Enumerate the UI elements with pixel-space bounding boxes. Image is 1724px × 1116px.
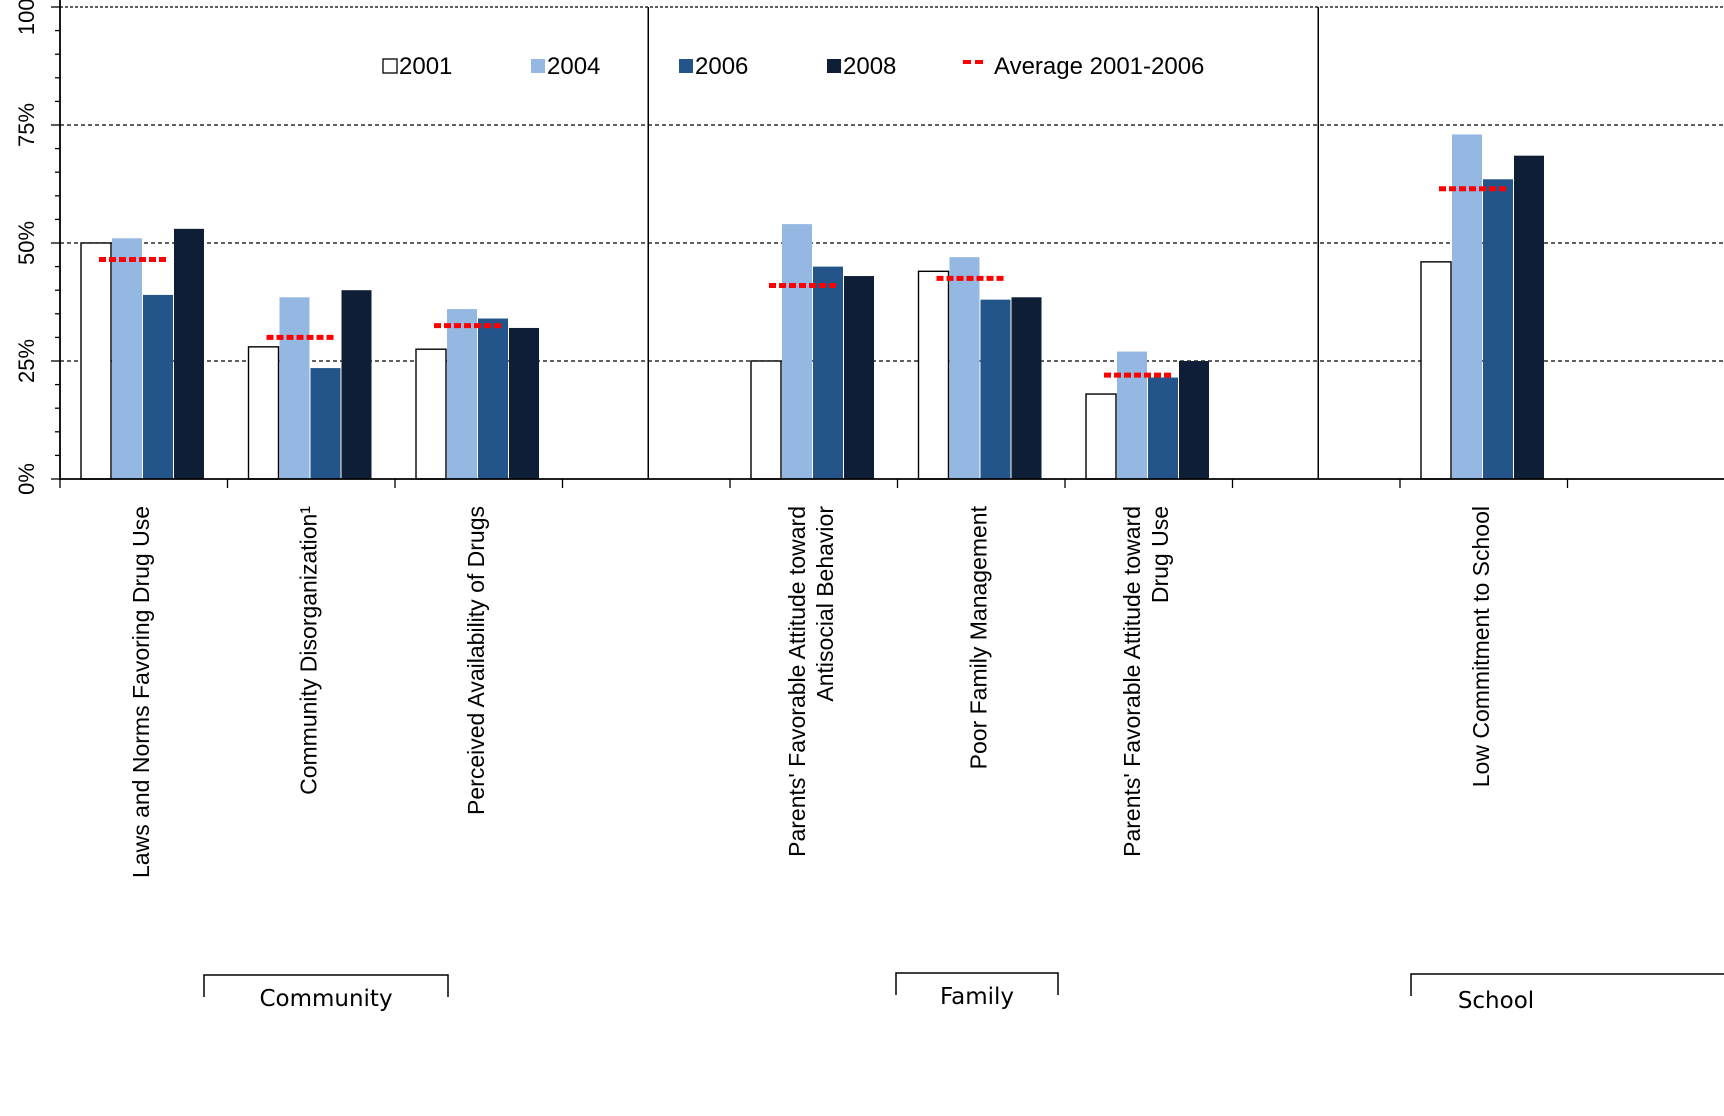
bar [80,242,112,480]
y-tick-label: 50% [14,221,39,265]
bar [415,348,447,480]
bar [174,228,204,479]
bar [1148,377,1178,479]
group-label: Family [940,984,1014,1010]
group-bracket [1410,973,1724,996]
bar [1179,361,1209,479]
group-dividers [647,7,1319,479]
legend-swatch [679,59,693,73]
legend-swatch [531,59,545,73]
bar [980,299,1011,479]
legend-swatch [382,58,398,74]
bar [813,266,843,479]
category-label: Poor Family Management [965,505,991,769]
bar [447,309,477,479]
average-markers [99,186,1509,378]
bar [1514,155,1544,479]
bar [1011,297,1042,479]
legend-label: 2001 [399,53,452,80]
category-label: Drug Use [1147,506,1173,603]
y-tick-labels: 0% 25% 50% 75% 100% [14,0,39,495]
category-label: Low Commitment to School [1468,506,1494,787]
bar [279,297,310,479]
bar [247,346,280,480]
bar [844,276,874,479]
bar [341,290,372,479]
bar [143,294,173,479]
category-label: Parents' Favorable Attitude toward [784,506,810,857]
bar [782,224,812,479]
legend-label: 2006 [695,53,748,80]
y-tick-label: 100% [14,0,39,35]
bar [1483,179,1513,479]
group-label: School [1458,988,1534,1014]
bar [509,327,539,479]
y-tick-label: 75% [14,103,39,147]
bar [1085,393,1117,480]
group-bracket [203,974,449,997]
axes [51,0,1724,488]
bar [750,360,782,480]
bar [112,238,142,479]
bar [1420,261,1452,480]
category-label: Antisocial Behavior [812,506,838,702]
group-label: Community [259,986,392,1012]
category-label: Parents' Favorable Attitude toward [1119,506,1145,857]
legend-swatch [827,59,841,73]
group-brackets: Community Family School [203,972,1724,1014]
bar [1452,134,1482,479]
category-label: Perceived Availability of Drugs [463,506,489,815]
category-label: Community Disorganization¹ [295,506,321,795]
bar [478,318,508,479]
bars [80,134,1544,480]
bar [310,368,341,479]
legend: 2001 2004 2006 2008 Average 2001-2006 [382,53,1204,80]
category-labels: Laws and Norms Favoring Drug Use Communit… [128,505,1494,878]
bar [917,270,950,480]
legend-label: 2004 [547,53,600,80]
legend-label: 2008 [843,53,896,80]
bar [1117,351,1147,479]
bar [949,257,980,479]
y-tick-label: 0% [14,463,39,495]
category-label: Laws and Norms Favoring Drug Use [128,506,154,878]
legend-label: Average 2001-2006 [994,53,1204,80]
y-tick-label: 25% [14,339,39,383]
group-bracket [895,972,1059,995]
